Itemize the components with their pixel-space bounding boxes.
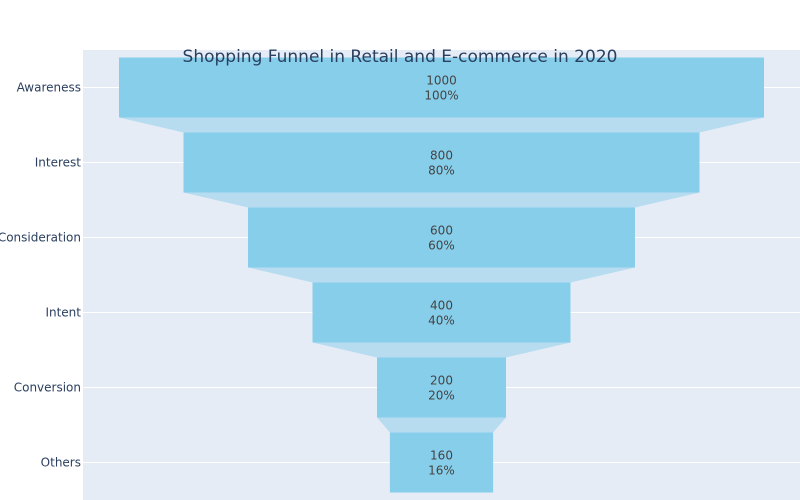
data-label-value: 1000 (426, 74, 457, 88)
data-label-percent: 80% (428, 164, 455, 178)
funnel-connector (119, 117, 764, 133)
data-label-percent: 40% (428, 314, 455, 328)
funnel-bar-awareness (119, 57, 764, 118)
funnel-bar-intent (312, 282, 571, 343)
funnel-connector (183, 192, 700, 208)
funnel-connector (377, 417, 506, 433)
y-tick-label: Others (41, 456, 81, 470)
funnel-bar-consideration (248, 207, 635, 268)
data-label-value: 200 (430, 374, 453, 388)
data-label-value: 400 (430, 299, 453, 313)
data-label-percent: 20% (428, 389, 455, 403)
y-tick-label: Awareness (17, 81, 81, 95)
funnel-bar-interest (183, 132, 700, 193)
y-tick-label: Conversion (14, 381, 81, 395)
data-label-value: 800 (430, 149, 453, 163)
funnel-connector (248, 267, 635, 283)
y-tick-label: Interest (35, 156, 82, 170)
funnel-bar-others (389, 432, 494, 493)
y-tick-label: Consideration (0, 231, 81, 245)
data-label-value: 600 (430, 224, 453, 238)
data-label-value: 160 (430, 449, 453, 463)
data-label-percent: 16% (428, 464, 455, 478)
data-label-percent: 60% (428, 239, 455, 253)
funnel-connector (312, 342, 571, 358)
y-tick-label: Intent (45, 306, 81, 320)
data-label-percent: 100% (424, 89, 458, 103)
funnel-bar-conversion (377, 357, 506, 418)
chart-title: Shopping Funnel in Retail and E-commerce… (183, 47, 618, 67)
